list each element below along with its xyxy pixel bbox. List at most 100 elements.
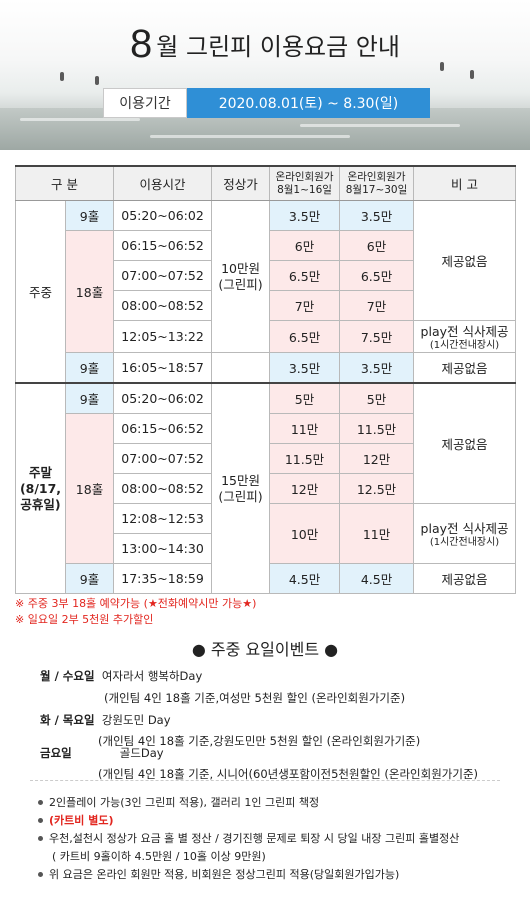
- header-online-2: 온라인회원가 8월17~30일: [339, 165, 415, 201]
- surfer-silhouette: [95, 76, 99, 85]
- price-cell: 6만: [269, 230, 341, 261]
- weekday-regular-price: 10만원 (그린피): [211, 200, 271, 353]
- time-cell: 16:05~18:57: [113, 352, 213, 384]
- event-detail: (개인팀 4인 18홀 기준, 시니어(60년생포함이전5천원할인 (온라인회원…: [98, 767, 479, 781]
- price-cell: 12만: [339, 443, 415, 474]
- note-line: ※ 주중 3부 18홀 예약가능 (★전화예약시만 가능★): [15, 597, 257, 610]
- price-cell: 5만: [339, 382, 415, 414]
- time-cell: 12:08~12:53: [113, 503, 213, 534]
- header-online-1: 온라인회원가 8월1~16일: [269, 165, 341, 201]
- holes-cell: 9홀: [64, 200, 115, 231]
- remark-meal-line2: (1시간전내장시): [429, 537, 500, 548]
- title-text: 월 그린피 이용요금 안내: [156, 33, 400, 61]
- time-cell: 08:00~08:52: [113, 290, 213, 321]
- price-cell: 11만: [269, 413, 341, 444]
- time-cell: 05:20~06:02: [113, 200, 213, 231]
- event-detail: (개인팀 4인 18홀 기준,강원도민만 5천원 할인 (온라인회원가기준): [98, 734, 421, 748]
- surfer-silhouette: [60, 72, 64, 81]
- header-time: 이용시간: [113, 165, 213, 201]
- remark-cell: 제공없음: [413, 382, 517, 504]
- note-line: ※ 일요일 2부 5천원 추가할인: [15, 613, 154, 626]
- remark-cell: 제공없음: [413, 352, 517, 384]
- time-cell: 06:15~06:52: [113, 413, 213, 444]
- time-cell: 13:00~14:30: [113, 533, 213, 564]
- remark-meal-line1: play전 식사제공: [420, 521, 509, 536]
- wave-decoration: [20, 118, 140, 121]
- remark-cell: 제공없음: [413, 200, 517, 321]
- header-remark: 비 고: [413, 165, 517, 201]
- surfer-silhouette: [440, 62, 444, 71]
- reservation-notes: ※ 주중 3부 18홀 예약가능 (★전화예약시만 가능★) ※ 일요일 2부 …: [15, 596, 256, 628]
- table-row: 18홀 06:15~06:52 11만 11.5만: [16, 413, 516, 564]
- info-bullet: (카트비 별도): [38, 812, 113, 828]
- header-online-1-line1: 온라인회원가: [275, 170, 334, 183]
- info-bullet: 2인플레이 가능(3인 그린피 적용), 갤러리 1인 그린피 책정: [38, 794, 319, 810]
- time-cell: 07:00~07:52: [113, 443, 213, 474]
- table-header-row: 구 분 이용시간 정상가 온라인회원가 8월1~16일 온라인회원가 8월17~30…: [14, 165, 517, 201]
- holes-cell: 18홀: [64, 230, 115, 353]
- table-row: 08:00~08:52 12만 12.5만: [16, 473, 516, 504]
- price-cell: 12.5만: [339, 473, 415, 504]
- event-detail: (개인팀 4인 18홀 기준,여성만 5천원 할인 (온라인회원가기준): [104, 691, 406, 705]
- weekend-label-line1: 주말: [28, 464, 52, 480]
- price-cell: 11만: [339, 503, 415, 564]
- remark-cell: play전 식사제공 (1시간전내장시): [413, 503, 517, 564]
- surfer-silhouette: [470, 70, 474, 79]
- price-cell: 7.5만: [339, 320, 415, 353]
- period-label: 이용기간: [103, 88, 187, 118]
- weekday-label: 주중: [15, 200, 66, 384]
- table-row: 18홀 06:15~06:52 6만 6만: [16, 230, 516, 353]
- header-online-2-line2: 8월17~30일: [345, 183, 408, 196]
- price-cell: 3.5만: [269, 200, 341, 231]
- holes-cell: 9홀: [64, 563, 115, 594]
- table-row: 주말 (8/17, 공휴일) 9홀 05:20~06:02 15만원 (그린피) 5만…: [15, 382, 517, 594]
- time-cell: 12:05~13:22: [113, 320, 213, 353]
- price-cell: 3.5만: [339, 200, 415, 231]
- usage-period: 이용기간 2020.08.01(토) ~ 8.30(일): [103, 88, 430, 118]
- weekend-label: 주말 (8/17, 공휴일): [15, 382, 66, 594]
- weekend-regular-price: 15만원 (그린피): [211, 382, 271, 594]
- price-cell: 4.5만: [339, 563, 415, 594]
- price-cell: 6.5만: [339, 260, 415, 291]
- remark-meal-line1: play전 식사제공: [420, 324, 509, 339]
- wave-decoration: [300, 124, 460, 127]
- holes-cell: 9홀: [64, 382, 115, 414]
- table-row: 주중 9홀 05:20~06:02 10만원 (그린피) 3.5만 3.5만 제공…: [15, 200, 517, 384]
- period-value: 2020.08.01(토) ~ 8.30(일): [187, 88, 430, 118]
- price-cell: 10만: [269, 503, 341, 564]
- price-cell: 12만: [269, 473, 341, 504]
- info-bullet: 위 요금은 온라인 회원만 적용, 비회원은 정상그린피 적용(당일회원가입가능…: [38, 866, 399, 882]
- event-day: 월 / 수요일: [40, 669, 95, 683]
- weekday-regular-line2: (그린피): [218, 276, 263, 292]
- time-cell: 06:15~06:52: [113, 230, 213, 261]
- time-cell: 05:20~06:02: [113, 382, 213, 414]
- event-item: 금요일 골드Day: [40, 745, 164, 761]
- header-division: 구 분: [14, 165, 115, 201]
- info-bullet: 우천,설천시 정상가 요금 홀 별 정산 / 경기진행 문제로 퇴장 시 당일 …: [38, 830, 459, 846]
- table-row: 13:00~14:30: [16, 533, 516, 564]
- bullet-dot-icon: [38, 799, 43, 805]
- event-day: 금요일: [40, 746, 72, 760]
- divider: [30, 780, 500, 781]
- event-day: 화 / 목요일: [40, 713, 95, 727]
- weekend-label-line2: (8/17,: [19, 480, 62, 496]
- table-row: 9홀 16:05~18:57 3.5만 3.5만 제공없음: [16, 352, 517, 384]
- holes-cell: 9홀: [64, 352, 115, 384]
- price-cell: 6.5만: [269, 320, 341, 353]
- bullet-text: (카트비 별도): [49, 814, 114, 827]
- price-cell: 3.5만: [269, 352, 341, 384]
- wave-decoration: [150, 135, 350, 138]
- time-cell: 08:00~08:52: [113, 473, 213, 504]
- price-cell: 5만: [269, 382, 341, 414]
- price-cell: 4.5만: [269, 563, 341, 594]
- price-cell: 11.5만: [269, 443, 341, 474]
- price-cell: 7만: [339, 290, 415, 321]
- event-name: 여자라서 행복하Day: [101, 669, 203, 683]
- remark-cell: 제공없음: [413, 563, 517, 594]
- price-cell: 3.5만: [339, 352, 415, 384]
- remark-meal-line2: (1시간전내장시): [429, 340, 500, 351]
- bullet-text: 위 요금은 온라인 회원만 적용, 비회원은 정상그린피 적용(당일회원가입가능…: [49, 868, 400, 881]
- price-cell: 6.5만: [269, 260, 341, 291]
